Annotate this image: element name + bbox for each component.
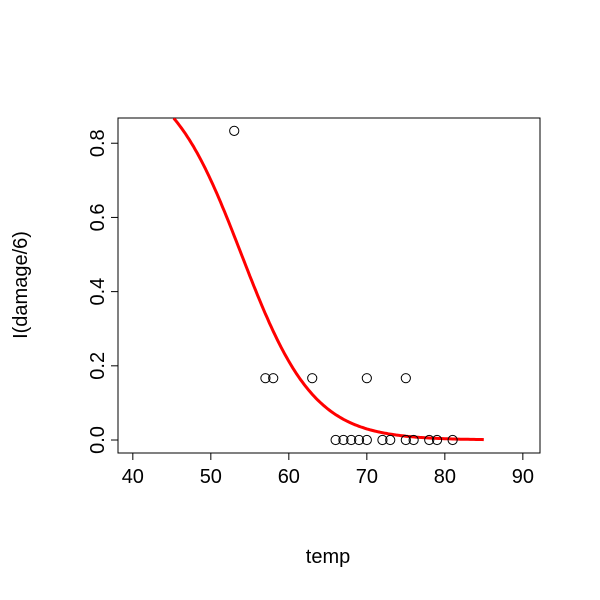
y-tick-label: 0.8 (87, 129, 109, 157)
data-point (424, 434, 435, 446)
data-point (353, 434, 365, 446)
data-point (268, 373, 279, 384)
data-point (447, 434, 458, 446)
y-tick-label: 0.6 (87, 204, 109, 232)
data-point (377, 434, 388, 446)
fit-curve (172, 118, 484, 442)
x-axis-label: temp (306, 546, 350, 568)
y-axis-label: I(damage/6) (10, 231, 32, 339)
y-tick-label: 0.0 (87, 426, 109, 454)
data-point (431, 434, 443, 446)
x-tick-label: 70 (356, 466, 378, 488)
data-point (338, 434, 349, 446)
x-tick-label: 50 (200, 466, 222, 488)
x-tick-label: 40 (122, 466, 144, 488)
x-tick-label: 90 (512, 466, 534, 488)
plot-box (117, 117, 541, 454)
data-point (361, 434, 372, 446)
x-tick-label: 60 (278, 466, 300, 488)
x-tick-label: 80 (434, 466, 456, 488)
data-point (260, 373, 271, 384)
data-point (385, 434, 396, 446)
data-point (229, 125, 240, 136)
y-tick-label: 0.4 (87, 278, 109, 306)
data-point (408, 434, 419, 446)
data-point (400, 373, 411, 384)
data-point (307, 373, 318, 384)
data-point (400, 434, 411, 446)
data-point (330, 434, 341, 446)
y-tick-label: 0.2 (87, 352, 109, 380)
data-point (361, 373, 372, 384)
data-point (346, 434, 357, 446)
